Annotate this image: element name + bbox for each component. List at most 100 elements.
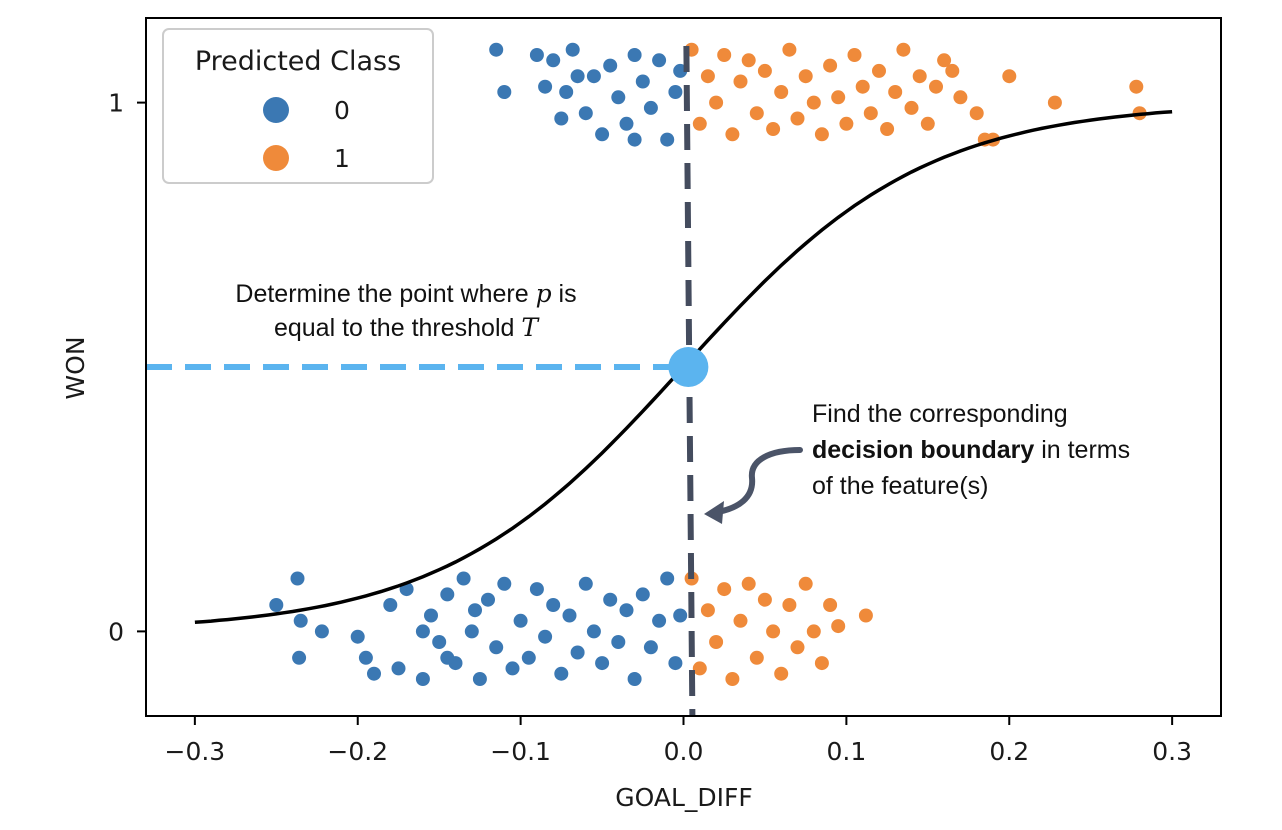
scatter-point-class-0 (652, 613, 667, 628)
scatter-point-class-0 (383, 598, 398, 612)
y-tick-label: 1 (108, 89, 124, 118)
scatter-point-class-0 (497, 85, 512, 99)
scatter-point-class-0 (529, 582, 544, 597)
scatter-point-class-1 (733, 74, 748, 89)
x-axis-ticks: −0.3 −0.2 −0.1 0.0 0.1 0.2 0.3 (165, 716, 1192, 766)
scatter-point-class-1 (806, 95, 821, 110)
scatter-point-class-0 (668, 85, 683, 99)
scatter-point-class-1 (896, 42, 911, 57)
scatter-point-class-1 (953, 90, 968, 105)
scatter-point-class-0 (570, 69, 585, 84)
scatter-point-class-0 (673, 608, 688, 623)
scatter-point-class-0 (440, 587, 455, 602)
scatter-point-class-0 (546, 598, 561, 612)
scatter-point-class-1 (945, 63, 960, 78)
scatter-point-class-0 (293, 613, 308, 628)
scatter-point-class-1 (806, 624, 821, 639)
legend-box (162, 28, 434, 184)
x-tick-label: −0.2 (327, 737, 388, 766)
scatter-point-class-1 (823, 598, 838, 612)
scatter-point-class-0 (643, 100, 658, 115)
legend-title: Predicted Class (195, 46, 401, 77)
scatter-point-class-1 (749, 106, 764, 121)
scatter-point-class-0 (660, 571, 675, 586)
scatter-point-class-0 (505, 661, 520, 676)
y-axis-ticks: 01 (108, 89, 146, 646)
scatter-point-class-0 (554, 111, 569, 126)
scatter-point-class-0 (635, 74, 650, 89)
scatter-point-class-1 (929, 79, 943, 94)
scatter-point-class-1 (709, 635, 724, 649)
scatter-point-class-0 (619, 116, 634, 131)
scatter-point-class-1 (904, 100, 919, 115)
scatter-point-class-0 (292, 650, 307, 665)
scatter-point-class-0 (603, 58, 618, 73)
scatter-point-class-0 (538, 79, 553, 94)
scatter-point-class-1 (709, 95, 724, 110)
scatter-point-class-1 (741, 53, 756, 68)
threshold-annotation: Determine the point where p is equal to … (235, 279, 576, 342)
scatter-point-class-0 (481, 592, 495, 607)
scatter-point-class-0 (611, 635, 626, 649)
annotation-arrowhead (704, 501, 724, 524)
scatter-point-class-0 (529, 48, 544, 62)
scatter-point-class-0 (513, 613, 528, 628)
scatter-point-class-0 (472, 672, 487, 686)
scatter-point-class-0 (440, 650, 455, 665)
y-axis-label: WON (61, 336, 90, 399)
scatter-point-class-1 (798, 69, 813, 84)
scatter-point-class-0 (290, 571, 305, 586)
scatter-point-class-0 (468, 603, 482, 618)
scatter-point-class-1 (858, 608, 873, 623)
scatter-point-class-1 (700, 69, 715, 84)
scatter-point-class-0 (314, 624, 329, 639)
scatter-point-class-1 (798, 576, 813, 591)
scatter-point-class-0 (269, 598, 284, 612)
x-tick-label: 0.0 (664, 737, 704, 766)
scatter-point-class-1 (920, 116, 935, 131)
scatter-point-class-0 (586, 624, 601, 639)
scatter-point-class-0 (415, 672, 430, 686)
scatter-point-class-1 (847, 48, 862, 62)
scatter-point-class-1 (749, 650, 764, 665)
scatter-point-class-0 (464, 624, 479, 639)
scatter-point-class-1 (692, 116, 707, 131)
scatter-point-class-1 (790, 111, 805, 126)
scatter-point-class-1 (831, 90, 846, 105)
scatter-point-class-0 (578, 576, 593, 591)
scatter-point-class-0 (660, 132, 675, 147)
threshold-annotation-line-1: Determine the point where p is (235, 279, 576, 308)
scatter-point-class-1 (774, 85, 789, 99)
scatter-point-class-1 (782, 42, 797, 57)
scatter-point-class-1 (725, 127, 740, 142)
scatter-point-class-0 (595, 127, 610, 142)
legend-label-0: 0 (334, 96, 350, 125)
scatter-point-class-1 (814, 127, 829, 142)
boundary-annotation: Find the corresponding decision boundary… (812, 400, 1130, 500)
scatter-point-class-1 (855, 79, 870, 94)
boundary-annotation-line-2: decision boundary in terms (812, 436, 1130, 464)
scatter-point-class-1 (1129, 79, 1144, 94)
x-tick-label: 0.2 (989, 737, 1029, 766)
scatter-point-class-1 (888, 85, 903, 99)
scatter-point-class-0 (627, 48, 642, 62)
scatter-point-class-1 (782, 598, 797, 612)
scatter-point-class-1 (717, 582, 732, 597)
x-tick-label: 0.3 (1152, 737, 1192, 766)
scatter-point-class-0 (489, 42, 504, 57)
scatter-point-class-1 (872, 63, 886, 78)
scatter-point-class-1 (863, 106, 878, 121)
scatter-point-class-1 (1047, 95, 1062, 110)
scatter-point-class-1 (831, 619, 846, 634)
scatter-point-class-1 (757, 592, 772, 607)
scatter-point-class-0 (350, 629, 365, 644)
scatter-point-class-1 (766, 122, 781, 136)
scatter-point-class-1 (717, 48, 732, 62)
threshold-marker (668, 347, 709, 387)
scatter-point-class-0 (456, 571, 471, 586)
scatter-point-class-0 (538, 629, 553, 644)
x-axis-label: GOAL_DIFF (615, 783, 753, 812)
scatter-point-class-0 (652, 53, 667, 68)
scatter-point-class-0 (611, 90, 626, 105)
annotation-arrow (715, 447, 803, 515)
